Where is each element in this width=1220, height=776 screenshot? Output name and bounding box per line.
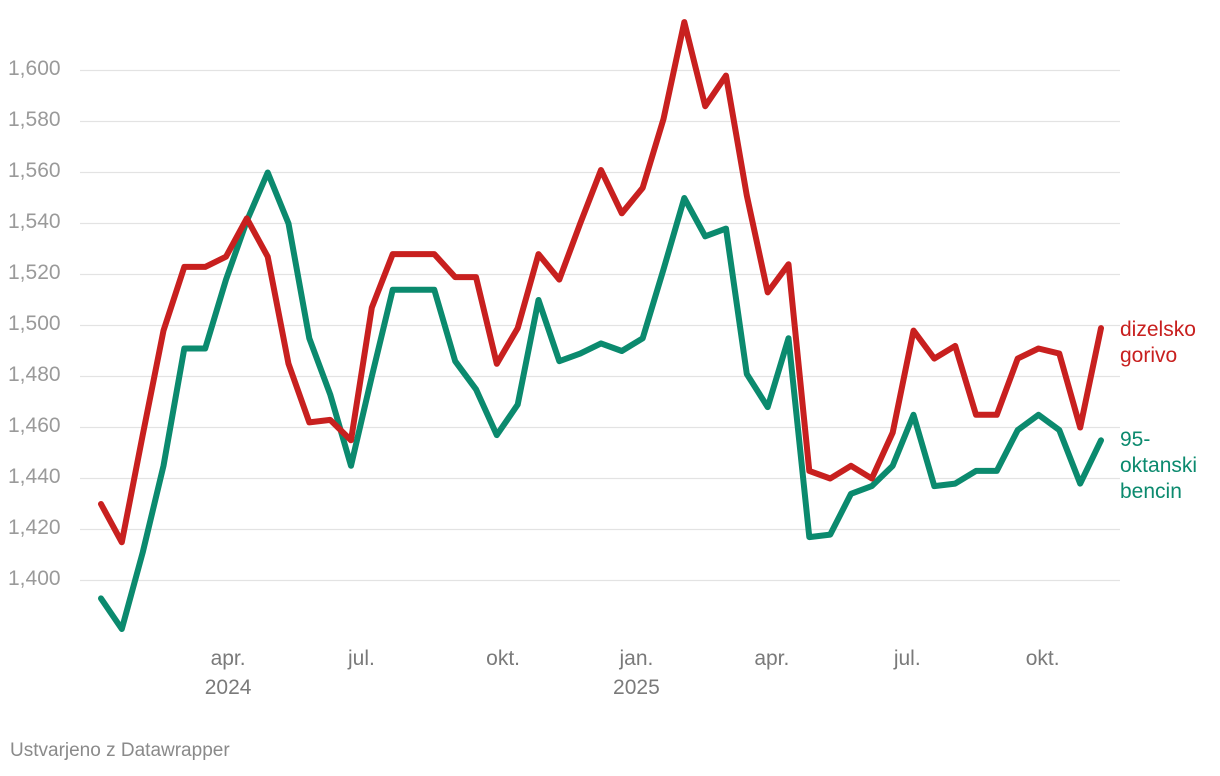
y-tick-label: 1,600 xyxy=(8,57,61,80)
series-labels: dizelsko gorivo 95- oktanski bencin xyxy=(1120,318,1197,503)
y-tick-label: 1,440 xyxy=(8,465,61,488)
series-label-diesel: dizelsko xyxy=(1120,318,1196,341)
x-tick-year-label: 2024 xyxy=(205,676,252,699)
datawrapper-credit: Ustvarjeno z Datawrapper xyxy=(10,740,230,761)
x-tick-label: apr. xyxy=(754,647,789,670)
y-axis-ticks: 1,400 1,420 1,440 1,460 1,480 1,500 1,520 1,540… xyxy=(8,57,61,590)
x-tick-label: okt. xyxy=(1026,647,1060,670)
series-line-diesel xyxy=(98,19,1104,546)
x-tick-label: apr. xyxy=(211,647,246,670)
x-tick-label: jan. xyxy=(618,647,653,670)
x-tick-label: okt. xyxy=(486,647,520,670)
y-tick-label: 1,520 xyxy=(8,261,61,284)
x-tick-year-label: 2025 xyxy=(613,676,660,699)
x-tick-label: jul. xyxy=(893,647,921,670)
y-tick-label: 1,400 xyxy=(8,567,61,590)
x-axis-ticks: apr. 2024 jul. okt. jan. 2025 apr. jul. okt. xyxy=(205,647,1060,699)
series-label-diesel: gorivo xyxy=(1120,344,1177,367)
y-tick-label: 1,480 xyxy=(8,363,61,386)
x-tick-label: jul. xyxy=(347,647,375,670)
y-tick-label: 1,580 xyxy=(8,108,61,131)
gridlines xyxy=(80,69,1120,582)
series-label-petrol-95: 95- xyxy=(1120,428,1150,451)
y-tick-label: 1,560 xyxy=(8,159,61,182)
y-tick-label: 1,540 xyxy=(8,210,61,233)
y-tick-label: 1,460 xyxy=(8,414,61,437)
series-lines xyxy=(98,19,1104,632)
series-line-petrol-95 xyxy=(98,169,1104,632)
series-label-petrol-95: oktanski xyxy=(1120,454,1197,477)
y-tick-label: 1,420 xyxy=(8,516,61,539)
series-label-petrol-95: bencin xyxy=(1120,480,1182,503)
y-tick-label: 1,500 xyxy=(8,312,61,335)
